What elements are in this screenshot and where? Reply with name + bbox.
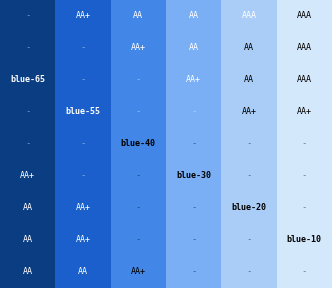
Text: -: - [191, 268, 196, 276]
Text: AA: AA [244, 75, 254, 84]
Text: blue-20: blue-20 [231, 204, 267, 213]
Text: -: - [302, 171, 307, 181]
Text: -: - [80, 139, 86, 149]
Text: -: - [25, 139, 30, 149]
Text: -: - [191, 236, 196, 245]
Text: -: - [246, 171, 252, 181]
Text: AA+: AA+ [20, 171, 35, 181]
Text: AAA: AAA [297, 12, 312, 20]
Text: -: - [136, 204, 141, 213]
Text: blue-65: blue-65 [10, 75, 45, 84]
Text: -: - [80, 75, 86, 84]
Text: -: - [25, 43, 30, 52]
Text: AA+: AA+ [186, 75, 201, 84]
Text: -: - [191, 139, 196, 149]
Text: AA+: AA+ [297, 107, 312, 117]
Bar [55, 0, 111, 288]
Text: -: - [246, 139, 252, 149]
Text: AA+: AA+ [131, 268, 146, 276]
Text: -: - [246, 268, 252, 276]
Text: -: - [136, 107, 141, 117]
Bar [166, 0, 221, 288]
Text: AA: AA [23, 204, 33, 213]
Bar [277, 0, 332, 288]
Text: AA: AA [133, 12, 143, 20]
Text: AA+: AA+ [131, 43, 146, 52]
Text: -: - [191, 204, 196, 213]
Text: -: - [136, 236, 141, 245]
Bar [0, 0, 55, 288]
Text: AA: AA [189, 43, 199, 52]
Text: AA+: AA+ [75, 204, 91, 213]
Text: AA+: AA+ [75, 12, 91, 20]
Text: -: - [25, 12, 30, 20]
Text: -: - [191, 107, 196, 117]
Text: AA: AA [23, 268, 33, 276]
Text: blue-55: blue-55 [65, 107, 101, 117]
Text: -: - [80, 43, 86, 52]
Text: AAA: AAA [297, 75, 312, 84]
Text: -: - [302, 204, 307, 213]
Text: -: - [80, 171, 86, 181]
Bar [111, 0, 166, 288]
Text: AA: AA [23, 236, 33, 245]
Text: blue-30: blue-30 [176, 171, 211, 181]
Text: blue-40: blue-40 [121, 139, 156, 149]
Text: AAA: AAA [241, 12, 257, 20]
Text: AA+: AA+ [75, 236, 91, 245]
Bar [221, 0, 277, 288]
Text: AA: AA [189, 12, 199, 20]
Text: AAA: AAA [297, 43, 312, 52]
Text: -: - [246, 236, 252, 245]
Text: AA+: AA+ [241, 107, 257, 117]
Text: AA: AA [78, 268, 88, 276]
Text: AA: AA [244, 43, 254, 52]
Text: -: - [302, 139, 307, 149]
Text: blue-10: blue-10 [287, 236, 322, 245]
Text: -: - [302, 268, 307, 276]
Text: -: - [25, 107, 30, 117]
Text: -: - [136, 171, 141, 181]
Text: -: - [136, 75, 141, 84]
